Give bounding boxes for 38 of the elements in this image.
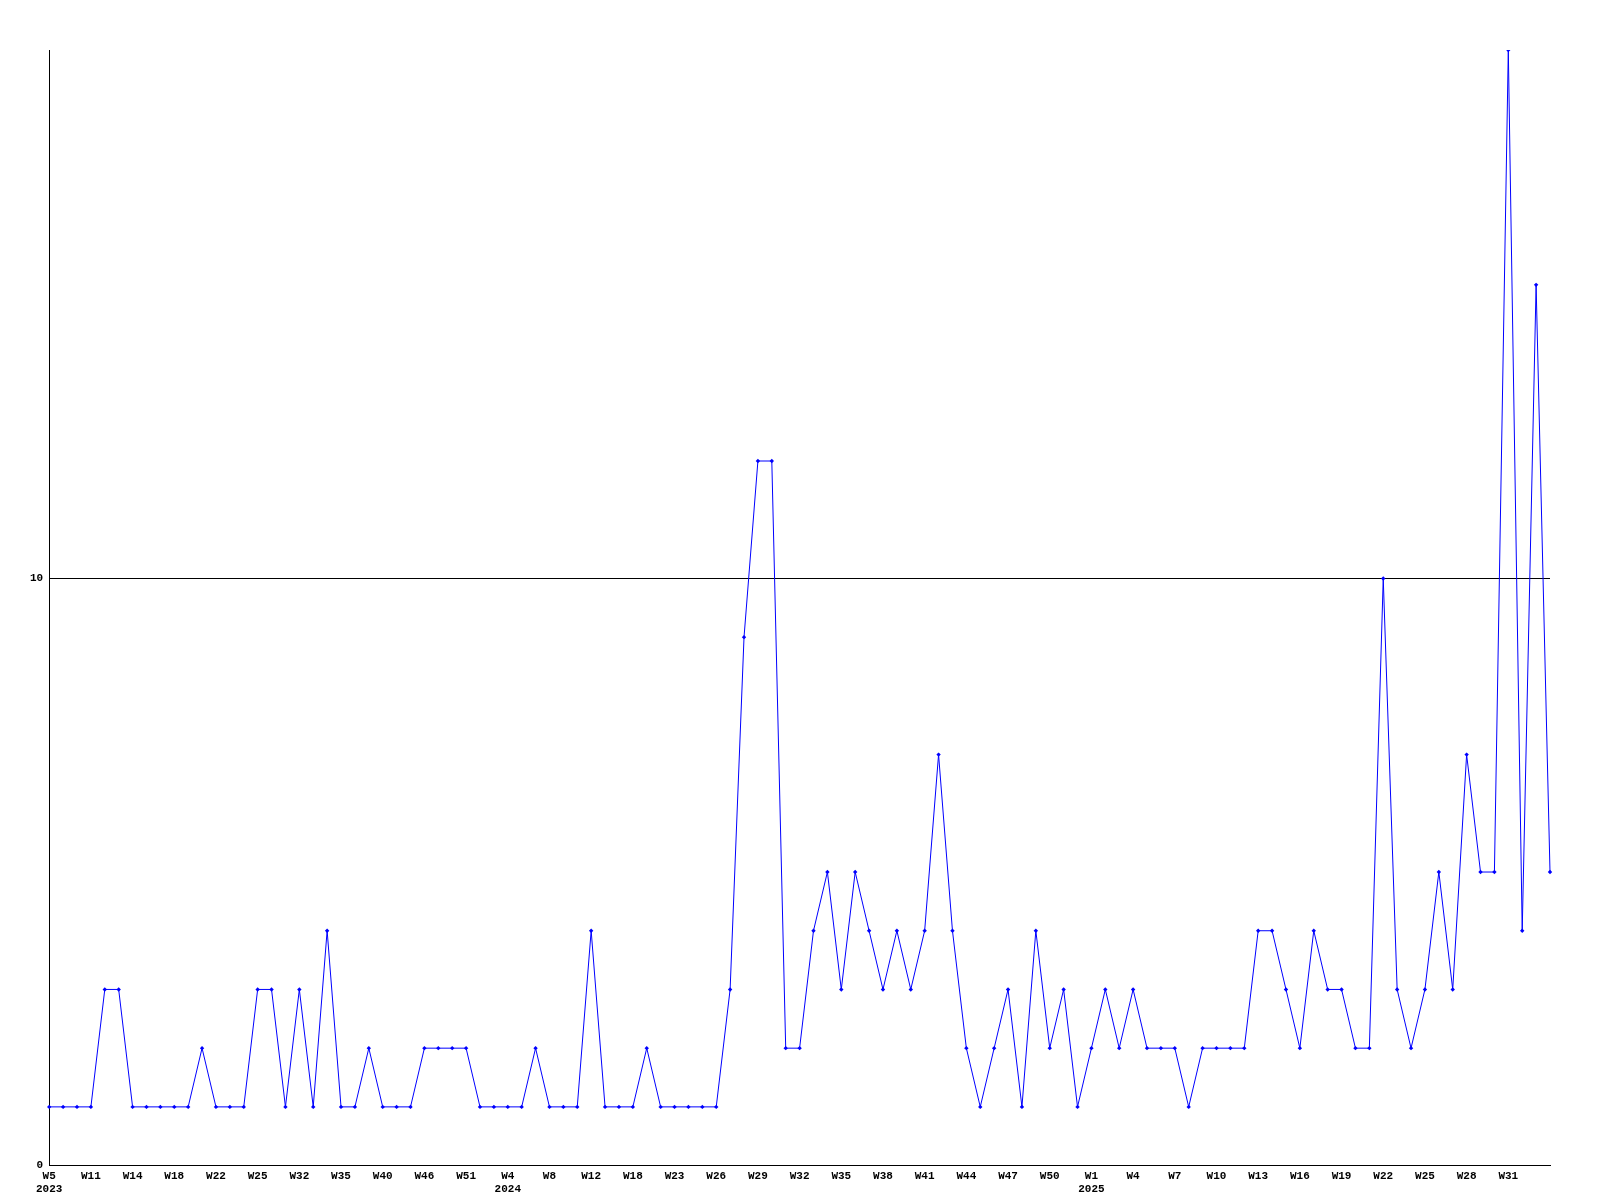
x-tick-label: W18 — [622, 1169, 644, 1182]
x-tick-label: W22 — [206, 1169, 226, 1182]
x-tick-label: W32 — [789, 1169, 810, 1182]
x-tick-label: W35 — [331, 1169, 352, 1182]
x-tick-label: W8 — [542, 1169, 557, 1182]
x-tick-label: W51 — [456, 1169, 477, 1182]
x-tick-label: W38 — [873, 1169, 894, 1182]
x-tick-label: W46 — [414, 1169, 435, 1182]
x-tick-label: W40 — [372, 1169, 393, 1182]
x-tick-label: W35 — [831, 1169, 852, 1182]
x-tick-label: W28 — [1456, 1169, 1477, 1182]
x-tick-label: W41 — [914, 1169, 935, 1182]
x-tick-label: W19 — [1331, 1169, 1352, 1182]
x-tick-label: W25 — [1415, 1169, 1436, 1182]
x-tick-label: W23 — [664, 1169, 685, 1182]
x-tick-label: W44 — [956, 1169, 977, 1182]
x-tick-label: W32 — [289, 1169, 310, 1182]
x-tick-label: W13 — [1248, 1169, 1269, 1182]
x-tick-label: W50 — [1039, 1169, 1060, 1182]
x-tick-label: W11 — [80, 1169, 102, 1182]
x-tick-label: W7 — [1168, 1169, 1182, 1182]
x-tick-label: W4 — [1126, 1169, 1141, 1182]
x-tick-label: W5 2023 — [36, 1169, 63, 1196]
x-tick-label: W31 — [1498, 1169, 1519, 1182]
x-tick-label: W25 — [247, 1169, 268, 1182]
x-tick-label: W14 — [122, 1169, 143, 1182]
x-tick-label: W26 — [706, 1169, 727, 1182]
x-tick-label: W12 — [581, 1169, 602, 1182]
x-tick-label: W29 — [748, 1169, 768, 1182]
y-tick-label: 10 — [30, 572, 44, 585]
x-tick-label: W47 — [998, 1169, 1018, 1182]
x-tick-label: W4 2024 — [494, 1169, 522, 1196]
y-tick-label: 0 — [36, 1159, 44, 1172]
x-tick-label: W10 — [1206, 1169, 1227, 1182]
x-tick-label: W22 — [1373, 1169, 1394, 1182]
x-tick-label: W18 — [164, 1169, 185, 1182]
x-tick-label: W16 — [1289, 1169, 1310, 1182]
x-tick-label: W1 2025 — [1078, 1169, 1106, 1196]
